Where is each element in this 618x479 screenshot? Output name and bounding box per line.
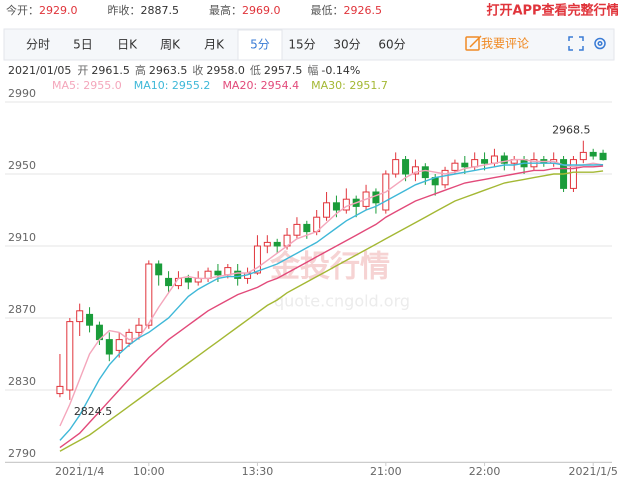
- legend-entry: MA20: 2954.4: [222, 79, 299, 92]
- candle-body: [105, 339, 113, 355]
- quote-value: 2929.0: [39, 4, 78, 17]
- y-tick-label: 2990: [8, 87, 36, 100]
- candle-body: [461, 162, 469, 168]
- info-label: 幅: [307, 64, 318, 77]
- candle-body: [165, 277, 173, 287]
- candle-body: [579, 151, 587, 161]
- candle-body: [293, 223, 301, 236]
- info-value: 2963.5: [149, 64, 188, 77]
- x-tick-label: 21:00: [370, 465, 402, 478]
- tab-selected: [237, 29, 283, 61]
- candle-body: [56, 385, 64, 395]
- y-tick-label: 2830: [8, 375, 36, 388]
- candle-body: [402, 159, 410, 175]
- quote-label: 昨收：: [108, 3, 141, 17]
- legend-entry: MA30: 2951.7: [311, 79, 388, 92]
- legend-entry: MA5: 2955.0: [52, 79, 122, 92]
- candle-body: [115, 339, 123, 351]
- tab[interactable]: 5日: [73, 38, 93, 52]
- candle-body: [214, 270, 222, 276]
- y-tick-label: 2910: [8, 231, 36, 244]
- candle-body: [599, 152, 607, 161]
- candle-body: [332, 202, 340, 211]
- ma-line: [59, 170, 604, 452]
- candle-body: [273, 241, 281, 247]
- ma-line: [59, 158, 604, 427]
- candle-body: [421, 166, 429, 179]
- tab[interactable]: 分时: [26, 38, 50, 52]
- candle-body: [392, 159, 400, 175]
- comment-icon[interactable]: [465, 35, 482, 51]
- y-tick-label: 2870: [8, 303, 36, 316]
- candle-body: [145, 263, 153, 326]
- fullscreen-icon[interactable]: [568, 36, 584, 51]
- candle-body: [411, 166, 419, 175]
- tab[interactable]: 月K: [204, 38, 225, 52]
- candle-body: [500, 155, 508, 164]
- ma-line: [59, 162, 604, 441]
- candle-body: [451, 162, 459, 171]
- quote-label: 最低：: [311, 4, 344, 17]
- app-link[interactable]: 打开APP查看完整行情: [486, 3, 618, 19]
- info-date: 2021/01/05: [8, 64, 71, 77]
- info-label: 高: [135, 63, 146, 77]
- candle-body: [589, 151, 597, 157]
- info-label: 收: [192, 63, 203, 77]
- candle-body: [234, 270, 242, 279]
- candle-body: [253, 245, 261, 274]
- x-tick-label: 10:00: [133, 465, 165, 478]
- candle-body: [323, 202, 331, 218]
- x-tick-label: 13:30: [242, 465, 274, 478]
- candle-body: [441, 169, 449, 186]
- tab[interactable]: 日K: [117, 38, 138, 52]
- candle-body: [303, 223, 311, 233]
- toolbar: [3, 28, 615, 61]
- tab[interactable]: 30分: [333, 38, 360, 52]
- candle-body: [66, 321, 74, 391]
- settings-icon[interactable]: [594, 37, 606, 50]
- info-value: 2957.5: [264, 64, 303, 77]
- candle-body: [569, 159, 577, 189]
- quote-label: 最高：: [209, 3, 242, 17]
- x-tick-label: 2021/1/5: [568, 465, 617, 478]
- ma-line: [59, 165, 604, 449]
- extreme-label: 2824.5: [74, 405, 113, 418]
- info-label: 开: [77, 64, 88, 77]
- tab[interactable]: 周K: [160, 38, 181, 52]
- candle-body: [263, 241, 271, 247]
- tab[interactable]: 15分: [288, 38, 315, 52]
- comment-button[interactable]: 我要评论: [481, 37, 529, 51]
- candle-body: [86, 313, 94, 326]
- legend-entry: MA10: 2955.2: [134, 79, 211, 92]
- quote-label: 今开：: [6, 3, 39, 17]
- tab[interactable]: 60分: [378, 38, 405, 52]
- quote-value: 2887.5: [141, 4, 180, 17]
- info-value: 2961.5: [91, 64, 130, 77]
- candle-body: [76, 310, 84, 323]
- extreme-label: 2968.5: [552, 124, 591, 137]
- y-tick-label: 2950: [8, 159, 36, 172]
- y-tick-label: 2790: [8, 447, 36, 460]
- candle-body: [135, 324, 143, 333]
- watermark: quote.cngold.org: [274, 292, 410, 311]
- quote-value: 2969.0: [242, 4, 281, 17]
- info-label: 低: [250, 64, 261, 77]
- info-value: 2958.0: [206, 64, 245, 77]
- candle-body: [184, 277, 192, 283]
- tab[interactable]: 5分: [250, 38, 270, 52]
- candle-body: [372, 191, 380, 204]
- x-tick-label: 2021/1/4: [55, 465, 104, 478]
- quote-value: 2926.5: [344, 4, 383, 17]
- candle-body: [155, 263, 163, 276]
- info-value: -0.14%: [321, 64, 360, 77]
- watermark: 金投行情: [269, 250, 390, 285]
- x-tick-label: 22:00: [469, 465, 501, 478]
- candle-body: [481, 159, 489, 164]
